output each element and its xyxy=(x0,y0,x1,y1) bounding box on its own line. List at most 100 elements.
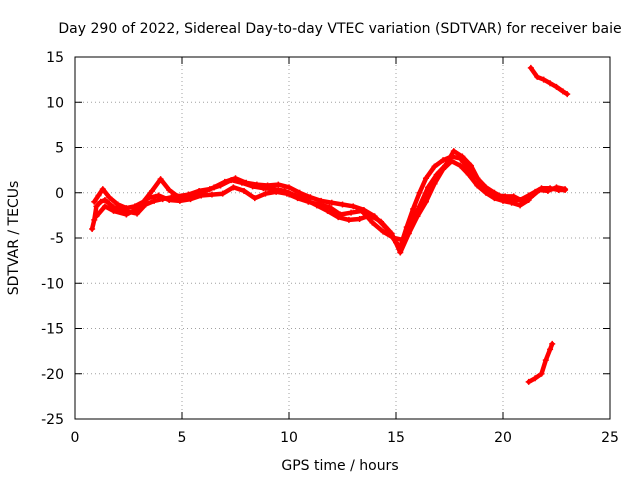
data-point xyxy=(296,189,303,196)
data-point xyxy=(273,188,280,195)
data-point xyxy=(356,215,363,222)
data-point xyxy=(369,219,376,226)
series-variant-trace-a xyxy=(91,158,532,256)
data-series-layer xyxy=(89,64,571,385)
data-point xyxy=(101,203,108,210)
x-tick-label: 25 xyxy=(601,430,619,446)
data-point xyxy=(525,378,532,385)
y-tick-label: -5 xyxy=(50,231,64,247)
data-point xyxy=(101,196,108,203)
data-point xyxy=(519,197,526,204)
data-point xyxy=(251,195,258,202)
data-point xyxy=(123,211,130,218)
data-point xyxy=(228,177,235,184)
data-point xyxy=(358,207,365,214)
data-point xyxy=(95,192,102,199)
data-point xyxy=(123,205,130,212)
data-point xyxy=(399,236,406,243)
data-point xyxy=(307,194,314,201)
data-point xyxy=(536,187,543,194)
data-point xyxy=(467,162,474,169)
data-point xyxy=(532,375,539,382)
x-tick-label: 0 xyxy=(71,430,80,446)
data-point xyxy=(106,200,113,207)
data-point xyxy=(275,181,282,188)
data-point xyxy=(185,191,192,198)
data-point xyxy=(422,175,429,182)
data-point xyxy=(149,187,156,194)
data-point xyxy=(106,194,113,201)
data-point xyxy=(326,204,333,211)
data-point xyxy=(485,187,492,194)
data-point xyxy=(459,153,466,160)
series-segment-lower-right xyxy=(525,340,556,385)
data-point xyxy=(457,162,464,169)
data-point xyxy=(176,197,183,204)
y-tick-label: -20 xyxy=(41,367,64,383)
y-tick-label: -10 xyxy=(41,276,64,292)
data-point xyxy=(134,206,141,213)
data-point xyxy=(547,346,554,353)
data-point xyxy=(166,187,173,194)
data-point xyxy=(442,162,449,169)
series-variant-trace-b xyxy=(93,148,569,243)
series-line xyxy=(92,158,531,255)
data-point xyxy=(553,184,560,191)
data-point xyxy=(410,206,417,213)
series-main-trace xyxy=(89,153,569,251)
data-point xyxy=(174,193,181,200)
data-point xyxy=(187,196,194,203)
data-point xyxy=(166,196,173,203)
y-axis: 15 10 5 0 -5 -10 -15 -20 -25 xyxy=(41,50,610,428)
data-point xyxy=(315,201,322,208)
data-point xyxy=(564,91,571,98)
data-point xyxy=(206,186,213,193)
data-point xyxy=(407,218,414,225)
data-point xyxy=(89,225,96,232)
data-point xyxy=(433,171,440,178)
data-point xyxy=(249,183,256,190)
data-point xyxy=(378,218,385,225)
y-tick-label: -15 xyxy=(41,322,64,338)
data-point xyxy=(540,76,547,83)
data-point xyxy=(198,192,205,199)
data-point xyxy=(465,171,472,178)
data-point xyxy=(510,193,517,200)
data-point xyxy=(527,194,534,201)
data-point xyxy=(397,249,404,256)
data-point xyxy=(260,185,267,192)
data-point xyxy=(562,186,569,193)
x-axis-title: GPS time / hours xyxy=(281,458,398,474)
data-point xyxy=(93,203,100,210)
y-tick-label: 10 xyxy=(46,95,64,111)
chart-title: Day 290 of 2022, Sidereal Day-to-day VTE… xyxy=(58,21,621,37)
x-tick-label: 10 xyxy=(280,430,298,446)
data-point xyxy=(500,197,506,204)
series-line xyxy=(528,65,570,97)
data-point xyxy=(262,190,269,197)
data-point xyxy=(283,190,290,197)
data-point xyxy=(110,207,117,214)
data-point xyxy=(230,184,237,191)
data-point xyxy=(493,192,500,199)
data-point xyxy=(544,187,551,194)
data-point xyxy=(339,201,346,208)
data-point xyxy=(305,198,312,205)
data-point xyxy=(534,73,541,80)
data-point xyxy=(542,357,549,364)
x-tick-label: 5 xyxy=(178,430,187,446)
data-point xyxy=(286,184,292,191)
data-point xyxy=(144,195,151,202)
data-point xyxy=(238,179,245,186)
data-point xyxy=(241,187,248,194)
data-point xyxy=(476,178,483,185)
y-tick-label: 0 xyxy=(55,186,64,202)
data-point xyxy=(527,64,534,71)
data-point xyxy=(208,191,215,198)
y-tick-label: 5 xyxy=(55,141,64,157)
data-point xyxy=(217,182,224,189)
data-point xyxy=(350,203,357,210)
data-point xyxy=(549,340,556,347)
data-point xyxy=(348,209,355,216)
